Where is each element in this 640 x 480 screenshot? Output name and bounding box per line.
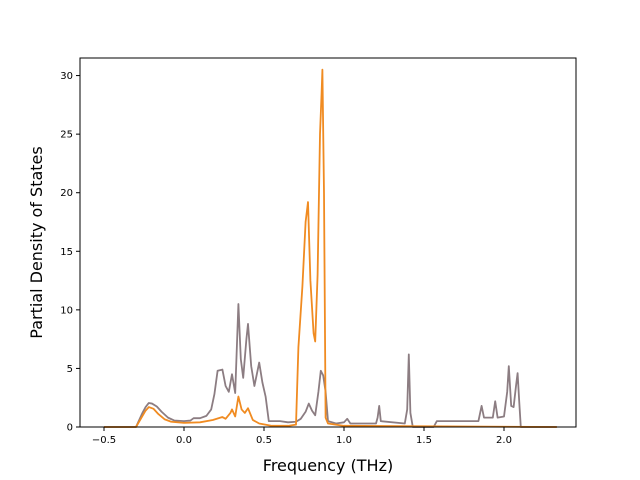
y-tick-label: 10	[60, 305, 73, 316]
series-line-1	[104, 303, 557, 428]
y-tick-label: 25	[60, 130, 73, 141]
y-tick-label: 30	[60, 71, 73, 82]
y-tick-label: 20	[60, 188, 73, 199]
x-tick-label: 1.5	[416, 435, 432, 446]
y-tick-label: 15	[60, 247, 73, 258]
y-tick-label: 0	[67, 423, 73, 434]
y-axis-ticks: 0 5 10 15 20 25 30	[60, 71, 80, 434]
x-axis-label: Frequency (THz)	[263, 456, 393, 475]
series-line-2	[104, 68, 557, 428]
y-tick-label: 5	[67, 364, 73, 375]
x-axis-ticks: −0.5 0.0 0.5 1.0 1.5 2.0	[92, 427, 512, 446]
y-axis-label: Partial Density of States	[27, 146, 46, 338]
x-tick-label: 0.5	[256, 435, 272, 446]
x-tick-label: 0.0	[176, 435, 192, 446]
plot-lines	[104, 68, 557, 428]
x-tick-label: 1.0	[336, 435, 352, 446]
x-tick-label: 2.0	[496, 435, 512, 446]
plot-frame	[79, 57, 577, 428]
x-tick-label: −0.5	[92, 435, 116, 446]
